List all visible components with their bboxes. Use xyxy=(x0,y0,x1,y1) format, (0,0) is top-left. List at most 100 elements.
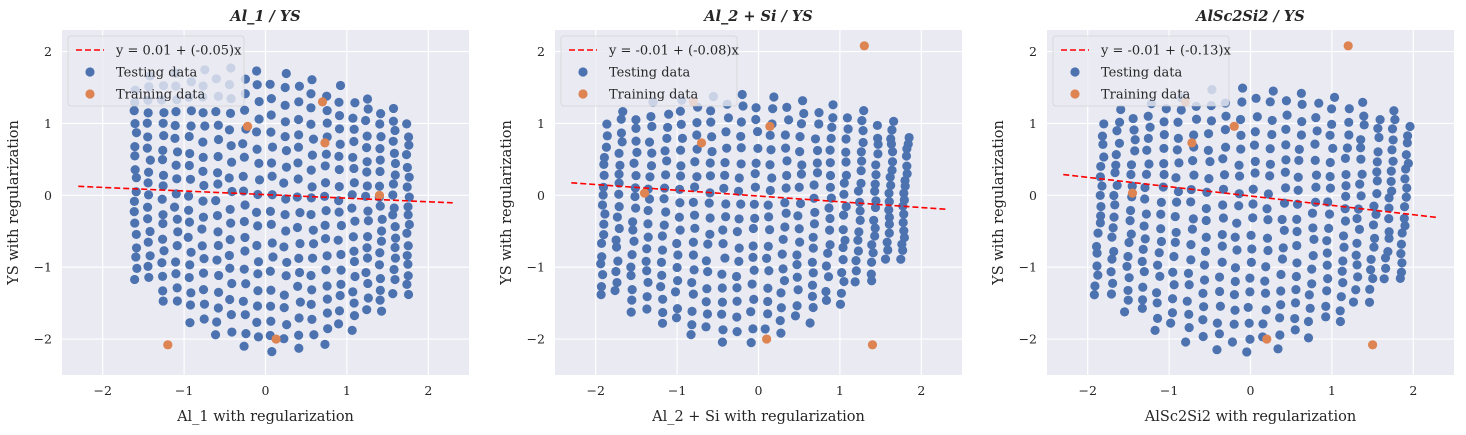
testing-point xyxy=(268,252,278,262)
legend: y = -0.01 + (-0.13)x Testing data Training… xyxy=(1052,35,1231,107)
testing-point xyxy=(1328,143,1338,153)
testing-point xyxy=(703,266,713,277)
testing-point xyxy=(797,160,807,170)
training-point xyxy=(1127,188,1138,198)
testing-point xyxy=(764,212,774,222)
testing-point xyxy=(143,190,154,200)
x-tick-label: 0 xyxy=(262,383,270,398)
training-point xyxy=(696,138,707,148)
testing-point xyxy=(375,144,385,154)
testing-point xyxy=(145,226,155,237)
legend: y = 0.01 + (-0.05)x Testing data Training … xyxy=(67,35,245,107)
training-point xyxy=(242,121,253,131)
testing-point xyxy=(1310,139,1320,149)
testing-point xyxy=(293,174,303,184)
testing-point xyxy=(320,234,331,244)
testing-point xyxy=(617,137,627,147)
testing-point xyxy=(1181,337,1191,347)
testing-point xyxy=(307,314,317,324)
testing-point xyxy=(143,214,153,224)
testing-point xyxy=(855,215,865,226)
testing-point xyxy=(720,253,730,263)
testing-point xyxy=(1112,126,1122,136)
testing-point xyxy=(307,182,317,192)
testing-point xyxy=(1201,203,1211,214)
testing-point xyxy=(143,132,153,142)
testing-data-series xyxy=(129,63,414,357)
testing-point xyxy=(362,243,372,253)
testing-point xyxy=(1294,144,1304,155)
testing-point xyxy=(884,212,894,222)
testing-point xyxy=(1294,155,1304,166)
testing-point xyxy=(663,122,673,133)
testing-point xyxy=(388,136,398,146)
testing-point xyxy=(614,223,624,234)
testing-point xyxy=(1321,301,1331,311)
testing-point xyxy=(360,115,371,126)
testing-point xyxy=(1184,280,1194,290)
testing-point xyxy=(1093,270,1103,280)
testing-point xyxy=(403,271,413,281)
testing-point xyxy=(763,241,773,251)
testing-point xyxy=(597,200,608,210)
testing-point xyxy=(1092,261,1102,271)
testing-point xyxy=(184,217,195,227)
testing-point xyxy=(899,232,910,243)
testing-point xyxy=(282,320,292,330)
training-point xyxy=(1187,138,1197,148)
y-tick-label: 2 xyxy=(44,44,52,59)
testing-point xyxy=(836,288,846,298)
testing-point xyxy=(144,272,154,283)
testing-point xyxy=(812,145,823,156)
y-tick-label: 1 xyxy=(44,116,52,131)
testing-point xyxy=(212,210,223,221)
testing-point xyxy=(808,243,818,253)
testing-point xyxy=(627,285,637,295)
testing-point xyxy=(1251,93,1261,103)
testing-point xyxy=(688,197,698,207)
testing-point xyxy=(627,250,637,260)
testing-point xyxy=(780,222,790,232)
testing-point xyxy=(1308,223,1318,233)
testing-point xyxy=(390,170,400,180)
testing-point xyxy=(1309,234,1319,244)
testing-point xyxy=(1114,138,1125,148)
testing-point xyxy=(1296,88,1306,98)
testing-point xyxy=(294,267,305,278)
testing-point xyxy=(362,157,372,167)
testing-point xyxy=(253,332,264,342)
testing-point xyxy=(1386,166,1396,176)
testing-point xyxy=(130,119,140,129)
testing-point xyxy=(402,162,412,173)
testing-point xyxy=(1234,160,1244,170)
testing-point xyxy=(1387,124,1398,134)
testing-point xyxy=(853,246,863,256)
legend-fit-label: y = -0.01 + (-0.13)x xyxy=(1100,44,1231,59)
testing-point xyxy=(350,271,360,282)
testing-point xyxy=(856,166,866,176)
testing-point xyxy=(322,105,332,116)
testing-point xyxy=(736,143,746,153)
testing-point xyxy=(717,269,727,279)
testing-point xyxy=(1267,129,1277,140)
testing-point xyxy=(1314,98,1324,108)
testing-point xyxy=(887,165,897,175)
testing-point xyxy=(1348,297,1359,307)
testing-point xyxy=(1218,154,1228,164)
testing-point xyxy=(1138,244,1148,254)
testing-point xyxy=(1246,230,1256,240)
testing-point xyxy=(265,206,276,217)
testing-point xyxy=(1324,209,1335,219)
testing-point xyxy=(375,248,385,258)
testing-point xyxy=(1261,305,1271,315)
testing-point xyxy=(375,285,385,295)
testing-point xyxy=(792,260,802,270)
testing-point xyxy=(362,143,372,153)
testing-point xyxy=(805,318,815,328)
testing-point xyxy=(837,267,847,278)
testing-point xyxy=(702,284,712,294)
testing-point xyxy=(611,266,621,277)
y-tick-label: −1 xyxy=(1019,260,1037,275)
testing-point xyxy=(612,212,622,222)
